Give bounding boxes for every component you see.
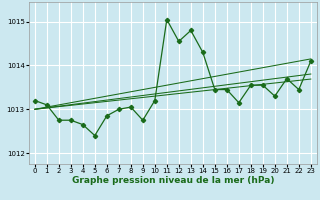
X-axis label: Graphe pression niveau de la mer (hPa): Graphe pression niveau de la mer (hPa) [72,176,274,185]
